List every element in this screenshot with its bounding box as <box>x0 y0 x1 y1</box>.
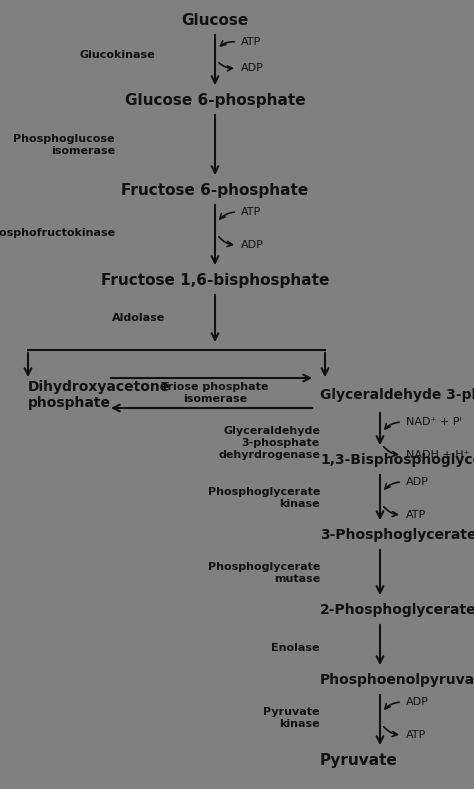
Text: Triose phosphate
isomerase: Triose phosphate isomerase <box>161 382 269 404</box>
Text: ADP: ADP <box>406 477 429 487</box>
Text: 2-Phosphoglycerate: 2-Phosphoglycerate <box>320 603 474 617</box>
Text: Phosphofructokinase: Phosphofructokinase <box>0 228 115 238</box>
Text: Pyruvate: Pyruvate <box>320 753 398 768</box>
Text: 1,3-Bisphosphoglycerate: 1,3-Bisphosphoglycerate <box>320 453 474 467</box>
Text: Aldolase: Aldolase <box>112 313 165 323</box>
Text: Phosphoglucose
isomerase: Phosphoglucose isomerase <box>13 134 115 155</box>
Text: ATP: ATP <box>241 207 261 217</box>
Text: Dihydroxyacetone
phosphate: Dihydroxyacetone phosphate <box>28 380 170 410</box>
Text: Phosphoglycerate
mutase: Phosphoglycerate mutase <box>208 563 320 584</box>
Text: Fructose 1,6-bisphosphate: Fructose 1,6-bisphosphate <box>101 272 329 287</box>
Text: Glucokinase: Glucokinase <box>79 50 155 60</box>
Text: Glyceraldehyde 3-phosphate: Glyceraldehyde 3-phosphate <box>320 388 474 402</box>
Text: NAD⁺ + Pᴵ: NAD⁺ + Pᴵ <box>406 417 462 427</box>
Text: Enolase: Enolase <box>272 643 320 653</box>
Text: NADH + H⁺: NADH + H⁺ <box>406 450 470 460</box>
Text: 3-Phosphoglycerate: 3-Phosphoglycerate <box>320 528 474 542</box>
Text: Phosphoglycerate
kinase: Phosphoglycerate kinase <box>208 487 320 509</box>
Text: Glucose: Glucose <box>182 13 249 28</box>
Text: Phosphoenolpyruvate: Phosphoenolpyruvate <box>320 673 474 687</box>
Text: Glyceraldehyde
3-phosphate
dehyrdrogenase: Glyceraldehyde 3-phosphate dehyrdrogenas… <box>218 426 320 460</box>
Text: Pyruvate
kinase: Pyruvate kinase <box>264 707 320 729</box>
Text: ATP: ATP <box>406 510 426 520</box>
Text: Glucose 6-phosphate: Glucose 6-phosphate <box>125 92 305 107</box>
Text: Fructose 6-phosphate: Fructose 6-phosphate <box>121 182 309 197</box>
Text: ATP: ATP <box>406 730 426 740</box>
Text: ADP: ADP <box>241 240 264 250</box>
Text: ADP: ADP <box>241 63 264 73</box>
Text: ATP: ATP <box>241 37 261 47</box>
Text: ADP: ADP <box>406 697 429 707</box>
